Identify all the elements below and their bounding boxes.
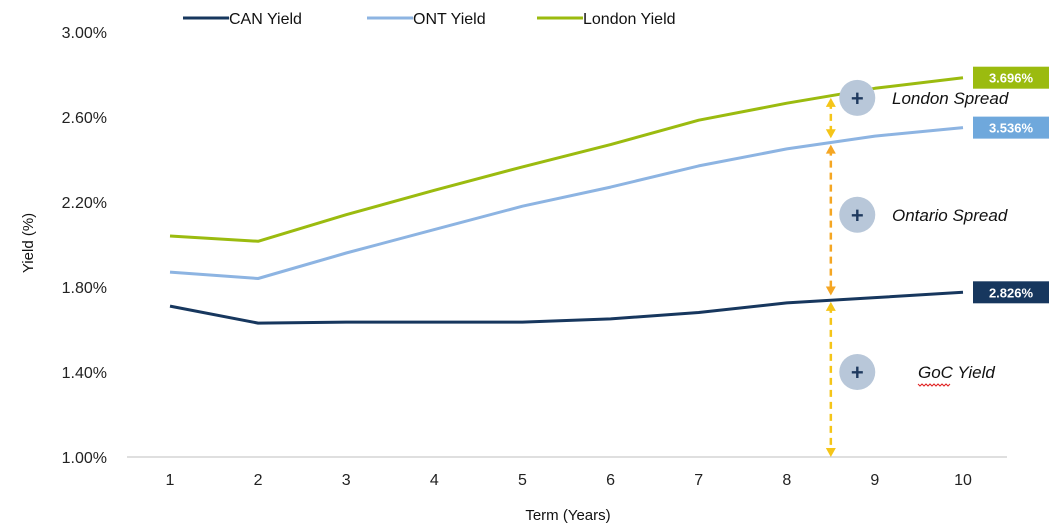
legend-label: CAN Yield — [229, 11, 302, 28]
arrowhead-down — [825, 286, 836, 296]
spellcheck-underline — [917, 383, 951, 387]
callout-box — [973, 66, 1049, 89]
y-tick-label: 1.40% — [62, 365, 107, 382]
callout-box — [973, 281, 1049, 304]
x-tick-label: 8 — [782, 472, 791, 489]
x-axis-ticks: 1 2 3 4 5 6 7 8 9 10 — [166, 472, 972, 489]
end-value-callouts: 3.696% 3.536% 2.826% — [973, 66, 1049, 304]
y-axis-title: Yield (%) — [20, 213, 37, 273]
annotation-label: Ontario Spread — [892, 206, 1008, 225]
x-tick-label: 9 — [870, 472, 879, 489]
series-lines — [169, 76, 964, 325]
arrowhead-up — [825, 97, 836, 107]
plus-circle — [839, 79, 876, 116]
callout-box — [973, 116, 1049, 139]
spread-annotations: + London Spread + Ontario Spread + GoC Yield — [839, 79, 1009, 390]
x-tick-label: 3 — [342, 472, 351, 489]
series-line — [169, 290, 964, 325]
plus-circle — [839, 196, 876, 233]
x-tick-label: 2 — [254, 472, 263, 489]
annotation-label: GoC Yield — [918, 363, 995, 382]
legend: CAN Yield ONT Yield London Yield — [183, 11, 676, 28]
callout-label: 3.536% — [989, 121, 1034, 136]
y-tick-label: 1.00% — [62, 450, 107, 467]
x-axis-title: Term (Years) — [525, 507, 610, 524]
series-line — [169, 126, 964, 280]
legend-label: ONT Yield — [413, 11, 486, 28]
x-tick-label: 7 — [694, 472, 703, 489]
callout-label: 3.696% — [989, 71, 1034, 86]
x-tick-label: 10 — [954, 472, 972, 489]
y-axis-ticks: 1.00% 1.40% 1.80% 2.20% 2.60% 3.00% — [62, 25, 107, 467]
y-tick-label: 1.80% — [62, 280, 107, 297]
plus-icon: + — [851, 360, 864, 385]
plus-icon: + — [851, 86, 864, 111]
legend-label: London Yield — [583, 11, 676, 28]
x-tick-label: 5 — [518, 472, 527, 489]
arrowhead-down — [825, 129, 836, 139]
y-tick-label: 3.00% — [62, 25, 107, 42]
arrowhead-up — [825, 144, 836, 154]
plus-circle — [839, 354, 876, 390]
plus-icon: + — [851, 203, 864, 228]
callout-label: 2.826% — [989, 285, 1034, 300]
annotation-label: London Spread — [892, 89, 1009, 108]
y-tick-label: 2.60% — [62, 110, 107, 127]
x-tick-label: 1 — [166, 472, 175, 489]
spread-arrows — [825, 97, 836, 457]
arrowhead-down — [825, 448, 836, 457]
x-tick-label: 6 — [606, 472, 615, 489]
series-line — [169, 76, 964, 243]
x-tick-label: 4 — [430, 472, 439, 489]
arrowhead-up — [825, 301, 836, 311]
y-tick-label: 2.20% — [62, 195, 107, 212]
